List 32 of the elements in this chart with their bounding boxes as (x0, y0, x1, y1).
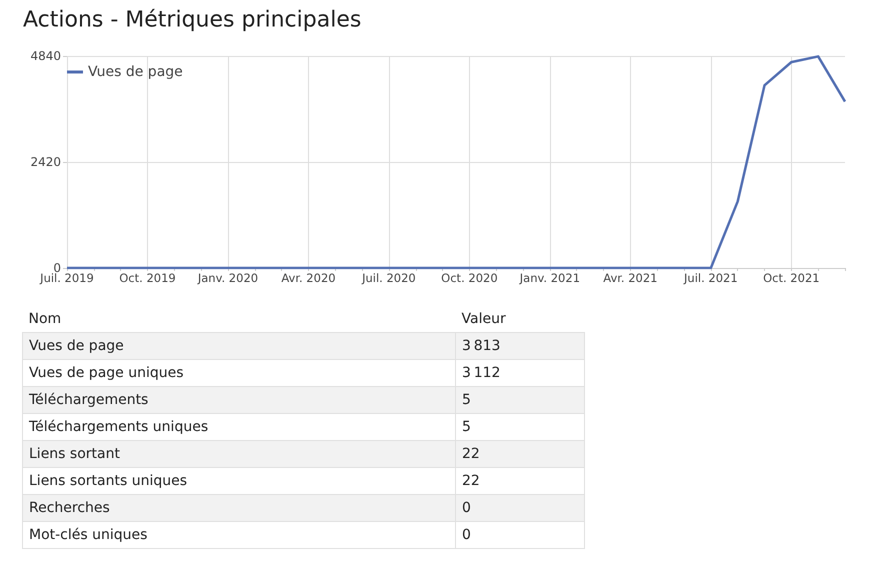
x-tick-label: Juil. 2021 (683, 271, 738, 285)
x-tick-label: Oct. 2020 (441, 271, 498, 285)
x-tick-label: Avr. 2020 (281, 271, 336, 285)
data-label: 22 (456, 440, 584, 468)
x-tick-label: Avr. 2021 (603, 271, 658, 285)
data-label: 0 (456, 494, 584, 522)
category-label: Vues de page (22, 332, 456, 360)
y-tick-label: 2420 (30, 155, 61, 169)
category-label: Mot-clés uniques (22, 522, 456, 548)
data-label: 22 (456, 468, 584, 494)
x-tick-label: Oct. 2021 (763, 271, 820, 285)
x-tick-label: Janv. 2020 (196, 271, 258, 285)
chart-title: Actions - Métriques principales (23, 8, 362, 32)
category-label: Téléchargements uniques (22, 414, 456, 440)
category-label: Vues de page uniques (22, 360, 456, 386)
x-tick-label: Oct. 2019 (119, 271, 176, 285)
category-label: Liens sortant (22, 440, 456, 468)
category-label: Téléchargements (22, 386, 456, 414)
data-label: 3 813 (456, 332, 584, 360)
legend-label: Vues de page (88, 64, 183, 80)
data-label: 3 112 (456, 360, 584, 386)
x-tick-label: Juil. 2020 (361, 271, 416, 285)
data-label: 5 (456, 386, 584, 414)
x-tick-label: Janv. 2021 (518, 271, 580, 285)
data-label: 0 (456, 522, 584, 548)
y-tick-label: 4840 (30, 49, 61, 63)
text: Valeur (460, 310, 507, 329)
line-series (66, 55, 846, 270)
category-label: Recherches (22, 494, 456, 522)
category-label: Liens sortants uniques (22, 468, 456, 494)
data-label: 5 (456, 414, 584, 440)
text: Nom (28, 310, 62, 329)
